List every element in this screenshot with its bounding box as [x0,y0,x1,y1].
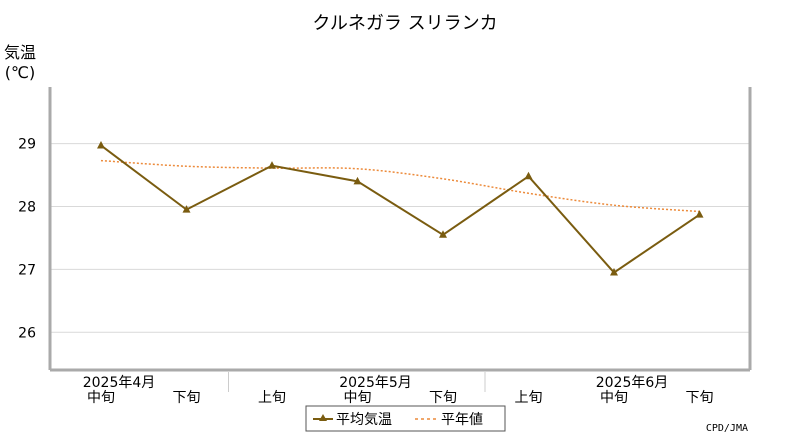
y-tick-label-26: 26 [18,325,36,341]
x-category-5: 上旬 [515,390,543,406]
series-average-point-0 [97,140,105,149]
legend-normal-label: 平年値 [441,412,483,428]
x-month-label-2: 2025年6月 [596,375,669,391]
series-group [97,140,704,276]
series-average-line [100,144,701,274]
y-tick-label-27: 27 [18,262,36,278]
y-axis-unit: (℃) [5,63,35,82]
legend-avg-marker [319,414,327,421]
x-category-2: 上旬 [258,390,286,406]
x-category-1: 下旬 [173,390,201,406]
series-average-point-1 [182,205,191,213]
series-average-point-6 [610,268,618,276]
x-category-6: 中旬 [600,390,628,406]
x-month-label-0: 2025年4月 [83,375,156,391]
x-category-4: 下旬 [429,390,457,406]
credit-text: CPD/JMA [706,423,748,434]
x-category-3: 中旬 [344,390,372,406]
series-average-point-3 [353,176,362,185]
legend: 平均気温 平年値 [305,405,506,432]
series-average-point-5 [524,171,533,180]
legend-avg-label: 平均気温 [336,412,392,428]
chart-title: クルネガラ スリランカ [312,13,497,34]
y-tick-label-28: 28 [18,199,36,215]
y-axis-label: 気温 [4,43,36,62]
plot-area [50,87,750,370]
y-tick-labels: 26 27 28 29 [18,137,36,342]
legend-box [305,405,506,432]
series-average-point-4 [439,230,447,238]
x-category-7: 下旬 [686,390,714,406]
x-month-label-1: 2025年5月 [339,375,412,391]
series-average-point-2 [268,161,276,169]
y-tick-label-29: 29 [18,137,36,153]
series-average-point-7 [695,210,704,218]
x-category-labels: 中旬 下旬 上旬 中旬 下旬 上旬 中旬 下旬 2025年4月 2025年5月 2025年6月 [83,375,714,406]
x-category-0: 中旬 [87,390,115,406]
grid-lines [50,143,750,392]
